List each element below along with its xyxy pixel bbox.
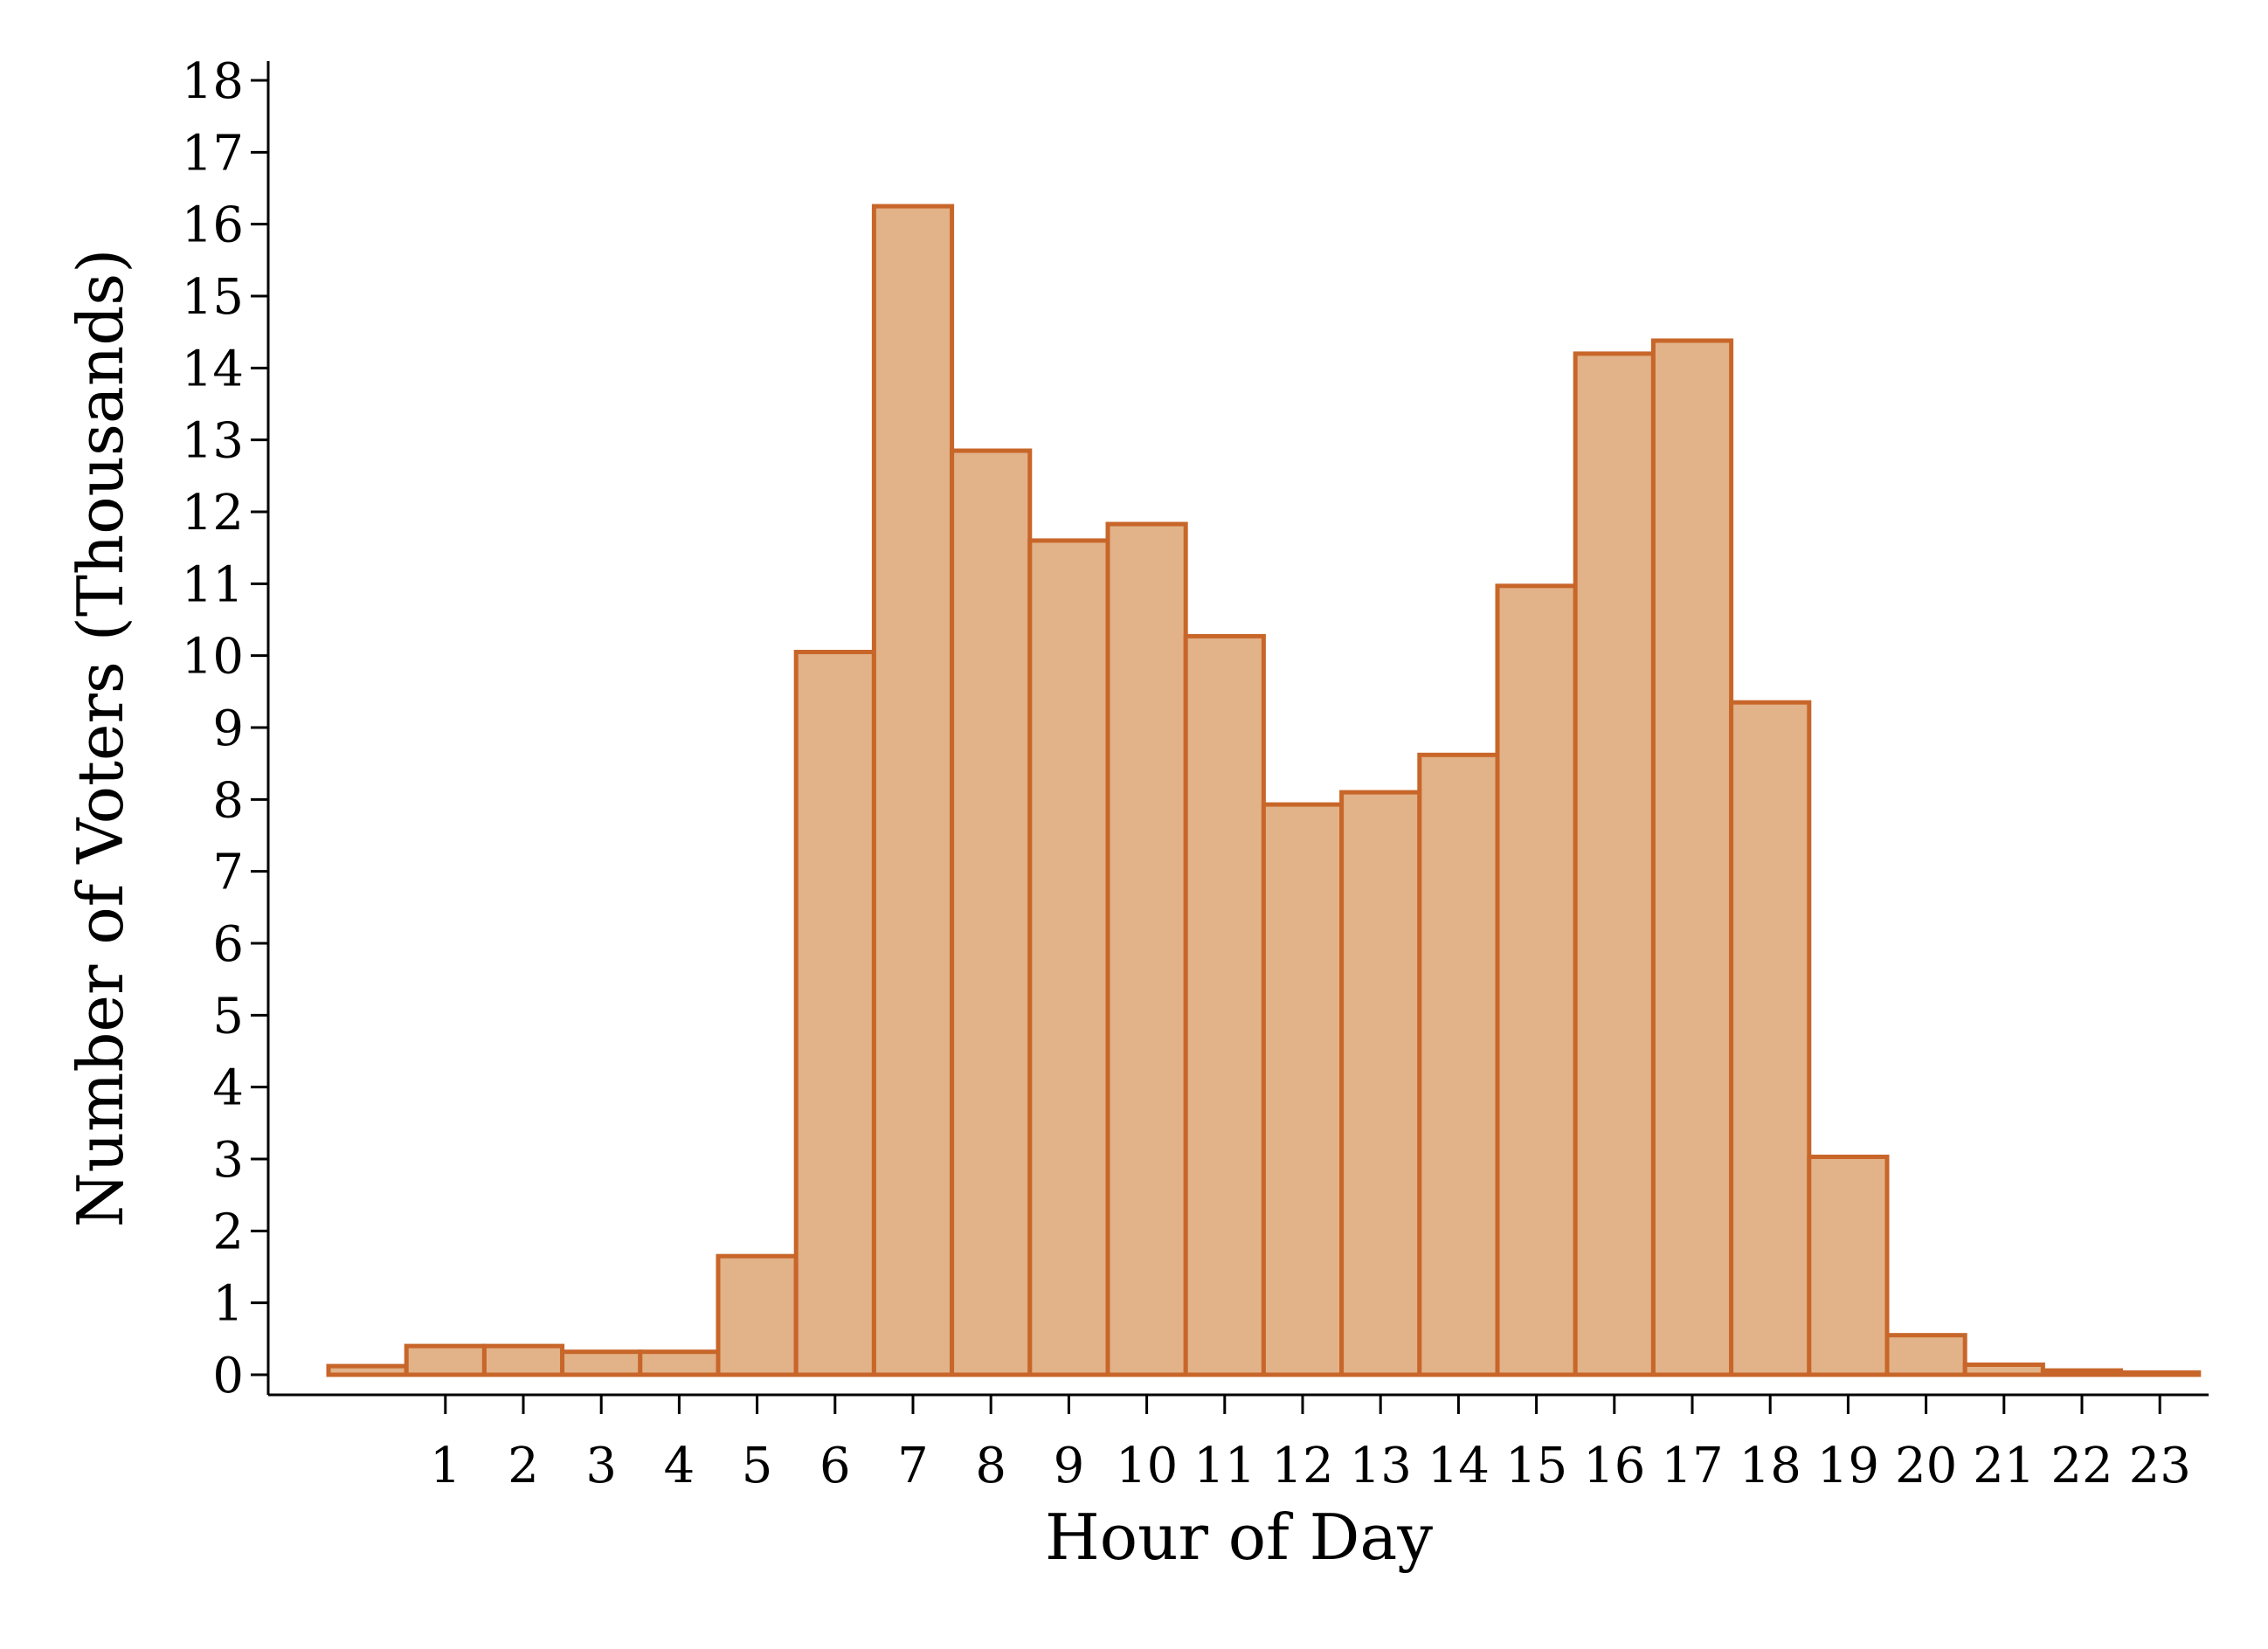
x-tick-label: 5 (742, 1438, 773, 1494)
y-tick-label: 13 (182, 413, 244, 470)
y-tick-label: 1 (212, 1276, 244, 1333)
bar-hour-20 (1884, 1333, 1967, 1377)
x-tick-label: 23 (2129, 1438, 2191, 1494)
y-tick-label: 5 (212, 988, 244, 1045)
bars-group (326, 204, 2202, 1377)
x-tick-label: 20 (1895, 1438, 1957, 1494)
bar-hour-12 (1261, 802, 1345, 1377)
bar-hour-6 (793, 650, 876, 1377)
y-tick-label: 4 (212, 1060, 244, 1117)
x-tick-label: 2 (508, 1438, 539, 1494)
bar-hour-23 (2119, 1370, 2202, 1377)
bar-hour-15 (1495, 583, 1578, 1377)
x-tick-label: 17 (1661, 1438, 1723, 1494)
bar-hour-3 (560, 1349, 643, 1377)
bar-hour-21 (1962, 1363, 2045, 1377)
x-tick-label: 3 (585, 1438, 617, 1494)
x-tick-label: 18 (1739, 1438, 1801, 1494)
x-tick-label: 10 (1116, 1438, 1178, 1494)
x-tick-label: 12 (1271, 1438, 1333, 1494)
bar-hour-11 (1183, 633, 1266, 1377)
bar-hour-5 (716, 1253, 799, 1377)
y-tick-label: 16 (182, 197, 244, 254)
y-tick-label: 10 (182, 629, 244, 686)
x-tick-label: 9 (1054, 1438, 1085, 1494)
y-tick-label: 3 (212, 1132, 244, 1189)
y-tick-label: 14 (182, 341, 244, 397)
y-tick-label: 17 (182, 125, 244, 182)
x-tick-label: 22 (2050, 1438, 2112, 1494)
bar-hour-22 (2040, 1368, 2124, 1377)
x-tick-label: 6 (819, 1438, 851, 1494)
x-tick-label: 16 (1583, 1438, 1645, 1494)
bar-hour-13 (1339, 790, 1422, 1377)
x-tick-label: 13 (1350, 1438, 1412, 1494)
bar-hour-18 (1729, 700, 1812, 1377)
bar-hour-10 (1105, 521, 1188, 1377)
y-tick-label: 18 (182, 53, 244, 110)
x-tick-label: 19 (1817, 1438, 1879, 1494)
x-tick-label: 11 (1193, 1438, 1255, 1494)
y-axis-title: Number of Voters (Thousands) (64, 249, 137, 1228)
x-tick-label: 8 (975, 1438, 1006, 1494)
y-tick-label: 8 (212, 772, 244, 829)
bar-hour-8 (950, 448, 1033, 1377)
x-tick-label: 1 (430, 1438, 461, 1494)
y-tick-label: 6 (212, 916, 244, 973)
y-tick-label: 7 (212, 845, 244, 901)
y-tick-label: 2 (212, 1204, 244, 1260)
bar-hour-0 (326, 1363, 409, 1377)
bar-hour-4 (638, 1349, 721, 1377)
bar-hour-17 (1650, 338, 1734, 1377)
x-tick-label: 15 (1505, 1438, 1567, 1494)
x-tick-label: 4 (664, 1438, 695, 1494)
bar-hour-14 (1417, 752, 1500, 1377)
x-tick-label: 14 (1428, 1438, 1490, 1494)
x-tick-label: 21 (1973, 1438, 2035, 1494)
y-tick-label: 12 (182, 485, 244, 542)
y-tick-label: 0 (212, 1348, 244, 1404)
x-tick-label: 7 (897, 1438, 929, 1494)
bar-hour-2 (481, 1343, 565, 1377)
x-axis: 1 2 3 4 5 6 7 8 9 10 11 12 13 14 15 16 17 18 19 20 21 22 23 (268, 1393, 2209, 1494)
bar-hour-16 (1573, 351, 1656, 1377)
y-tick-label: 15 (182, 269, 244, 326)
bar-hour-1 (404, 1343, 487, 1377)
bar-hour-9 (1027, 538, 1110, 1377)
y-tick-label: 11 (182, 556, 244, 613)
bar-hour-19 (1807, 1155, 1890, 1377)
bar-hour-7 (871, 204, 955, 1377)
y-tick-label: 9 (212, 700, 244, 757)
x-axis-title: Hour of Day (1045, 1501, 1433, 1574)
